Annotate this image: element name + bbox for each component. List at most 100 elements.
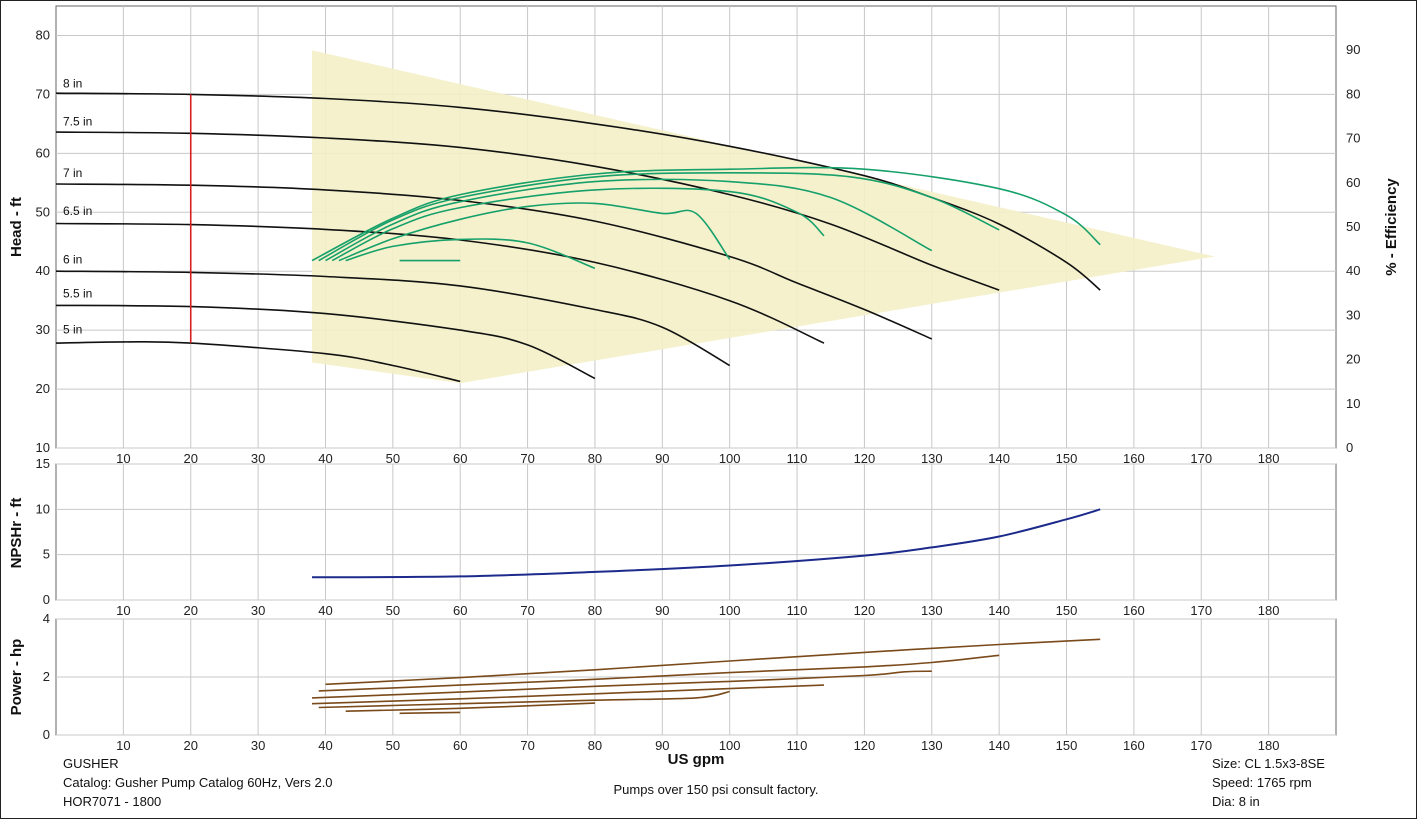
efficiency-curve — [311, 166, 1101, 262]
npsh-x-tick-label: 110 — [787, 603, 808, 618]
head-panel: 8 in 7.5 in 7 in 6.5 in 6 in 5.5 in 5 in 10 20 3… — [8, 5, 1400, 466]
efficiency-tick-label: 50 — [1346, 219, 1360, 234]
head-x-tick-label: 90 — [655, 451, 669, 466]
power-y-tick-label: 0 — [43, 727, 50, 742]
head-y-tick-label: 70 — [36, 86, 50, 101]
npsh-x-tick-label: 180 — [1258, 603, 1280, 618]
power-curve — [311, 684, 825, 705]
head-curve — [55, 183, 933, 340]
head-curve — [55, 340, 461, 383]
footer-left: GUSHER Catalog: Gusher Pump Catalog 60Hz… — [63, 754, 333, 811]
footer-right: Size: CL 1.5x3-8SE Speed: 1765 rpm Dia: … — [1212, 754, 1325, 811]
head-y-tick-label: 80 — [36, 27, 50, 42]
power-x-tick-label: 50 — [386, 738, 400, 753]
power-x-tick-label: 180 — [1258, 738, 1280, 753]
head-x-tick-label: 80 — [588, 451, 602, 466]
head-y-tick-label: 10 — [36, 440, 50, 455]
npsh-x-tick-label: 100 — [719, 603, 741, 618]
npsh-x-tick-label: 140 — [988, 603, 1010, 618]
head-y-tick-label: 60 — [36, 145, 50, 160]
efficiency-tick-label: 0 — [1346, 440, 1353, 455]
impeller-diameter-label: 8 in — [63, 76, 82, 90]
head-x-tick-label: 30 — [251, 451, 265, 466]
power-curve — [318, 654, 1000, 692]
head-x-tick-label: 100 — [719, 451, 741, 466]
npsh-x-tick-label: 70 — [520, 603, 534, 618]
power-tick-labels: 10 20 30 40 50 60 70 80 90 100 110 120 130 140 150 160 1… — [43, 611, 1280, 753]
power-x-tick-label: 150 — [1056, 738, 1078, 753]
head-curve — [55, 131, 1000, 291]
npsh-x-tick-label: 160 — [1123, 603, 1145, 618]
power-panel: 10 20 30 40 50 60 70 80 90 100 110 120 130 140 150 160 1… — [8, 611, 1337, 768]
head-curve — [55, 92, 1101, 291]
npsh-tick-labels: 10 20 30 40 50 60 70 80 90 100 110 120 130 140 150 160 1… — [36, 456, 1280, 618]
catalog-name: Catalog: Gusher Pump Catalog 60Hz, Vers … — [63, 775, 333, 790]
npsh-x-tick-label: 80 — [588, 603, 602, 618]
power-curve — [399, 711, 461, 715]
power-grid — [56, 618, 1336, 736]
head-y-tick-label: 40 — [36, 263, 50, 278]
head-x-tick-label: 180 — [1258, 451, 1280, 466]
power-x-tick-label: 80 — [588, 738, 602, 753]
head-x-tick-label: 60 — [453, 451, 467, 466]
power-x-tick-label: 20 — [184, 738, 198, 753]
npsh-x-tick-label: 10 — [116, 603, 130, 618]
power-y-tick-label: 2 — [43, 669, 50, 684]
power-x-tick-label: 10 — [116, 738, 130, 753]
power-curve — [325, 638, 1101, 686]
head-y-tick-label: 50 — [36, 204, 50, 219]
power-x-tick-label: 170 — [1190, 738, 1212, 753]
head-y-tick-label: 30 — [36, 322, 50, 337]
power-curve — [311, 670, 932, 699]
efficiency-curves — [311, 166, 1101, 270]
power-y-tick-label: 4 — [43, 611, 50, 626]
efficiency-y-axis-title: % - Efficiency — [1383, 178, 1400, 276]
npsh-x-tick-label: 40 — [318, 603, 332, 618]
efficiency-tick-label: 30 — [1346, 307, 1360, 322]
efficiency-curve — [345, 238, 596, 270]
pump-speed: Speed: 1765 rpm — [1212, 775, 1312, 790]
npsh-x-tick-label: 30 — [251, 603, 265, 618]
x-axis-title: US gpm — [668, 751, 725, 768]
power-x-tick-label: 40 — [318, 738, 332, 753]
power-x-tick-label: 110 — [787, 738, 808, 753]
head-x-tick-label: 110 — [787, 451, 808, 466]
head-curve — [55, 304, 596, 380]
npsh-y-tick-label: 10 — [36, 501, 50, 516]
npsh-x-tick-label: 130 — [921, 603, 943, 618]
efficiency-tick-label: 80 — [1346, 86, 1360, 101]
impeller-diameter-label: 5 in — [63, 323, 82, 337]
footer-note: Pumps over 150 psi consult factory. — [613, 782, 819, 797]
head-x-tick-label: 170 — [1190, 451, 1212, 466]
efficiency-tick-label: 10 — [1346, 396, 1360, 411]
power-curves — [311, 638, 1101, 715]
npsh-x-tick-label: 170 — [1190, 603, 1212, 618]
head-x-tick-label: 10 — [116, 451, 130, 466]
head-y-axis-title: Head - ft — [8, 197, 25, 257]
npsh-y-tick-label: 15 — [36, 456, 50, 471]
npsh-plot-area — [55, 463, 1337, 601]
efficiency-curve — [318, 172, 1000, 262]
npsh-x-tick-label: 60 — [453, 603, 467, 618]
npsh-curves — [311, 508, 1101, 579]
model-id: HOR7071 - 1800 — [63, 794, 162, 809]
npsh-grid — [56, 463, 1336, 601]
power-x-tick-label: 160 — [1123, 738, 1145, 753]
impeller-diameter-label: 7 in — [63, 166, 82, 180]
head-x-tick-label: 40 — [318, 451, 332, 466]
impeller-diameter-label: 6 in — [63, 253, 82, 267]
efficiency-tick-label: 20 — [1346, 352, 1360, 367]
efficiency-tick-label: 40 — [1346, 263, 1360, 278]
power-curve — [345, 702, 595, 712]
efficiency-tick-label: 90 — [1346, 42, 1360, 57]
efficiency-curve — [338, 202, 731, 262]
head-x-tick-label: 70 — [520, 451, 534, 466]
power-x-tick-label: 60 — [453, 738, 467, 753]
head-x-tick-label: 160 — [1123, 451, 1145, 466]
power-x-tick-label: 130 — [921, 738, 943, 753]
power-curve — [318, 690, 730, 709]
operating-region — [312, 50, 1215, 384]
impeller-diameter-label: 6.5 in — [63, 204, 92, 218]
